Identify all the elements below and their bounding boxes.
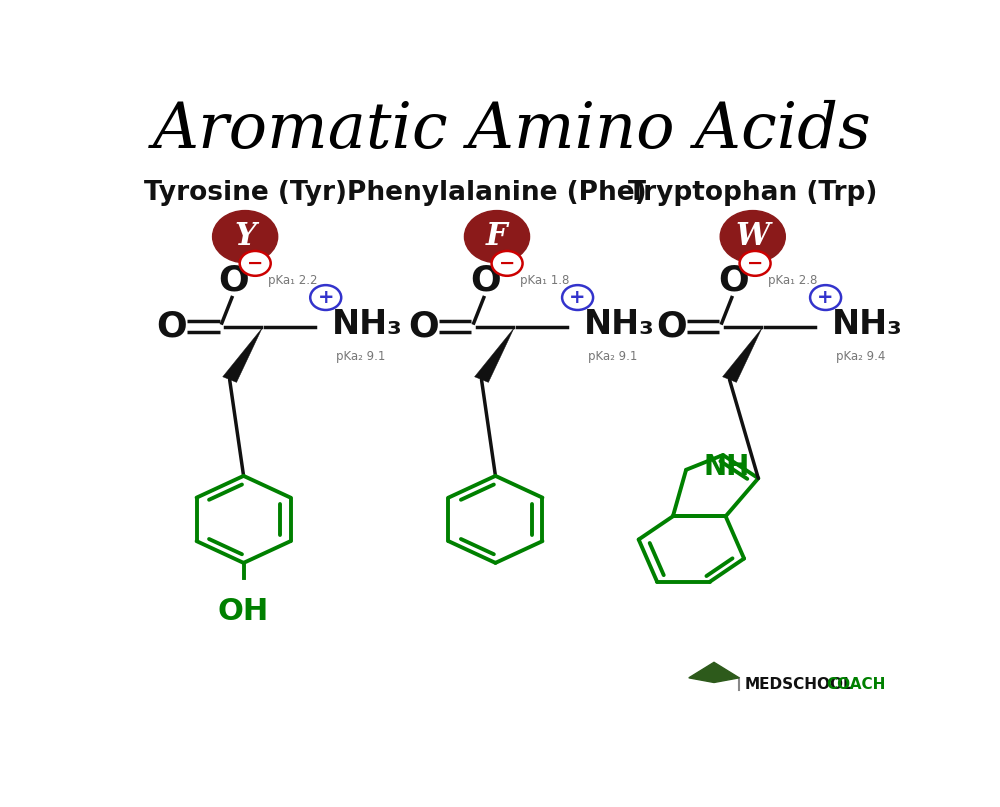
Circle shape xyxy=(720,211,785,263)
Polygon shape xyxy=(475,328,514,383)
Polygon shape xyxy=(689,663,739,683)
Polygon shape xyxy=(723,328,762,383)
Text: +: + xyxy=(817,288,834,307)
Text: +: + xyxy=(569,288,586,307)
Text: Phenylalanine (Phe): Phenylalanine (Phe) xyxy=(347,180,647,206)
Text: NH₃: NH₃ xyxy=(832,307,903,341)
Text: O: O xyxy=(470,263,501,297)
Text: O: O xyxy=(156,310,187,344)
Text: +: + xyxy=(317,288,334,307)
Text: O: O xyxy=(656,310,687,344)
Circle shape xyxy=(810,285,841,310)
Text: −: − xyxy=(499,254,515,273)
Text: pKa₁ 2.2: pKa₁ 2.2 xyxy=(268,274,318,286)
Text: MEDSCHOOL: MEDSCHOOL xyxy=(745,676,854,692)
Text: −: − xyxy=(747,254,763,273)
Text: Tryptophan (Trp): Tryptophan (Trp) xyxy=(628,180,877,206)
Circle shape xyxy=(310,285,341,310)
Text: O: O xyxy=(218,263,249,297)
Text: O: O xyxy=(408,310,439,344)
Text: pKa₂ 9.1: pKa₂ 9.1 xyxy=(336,350,385,363)
Circle shape xyxy=(213,211,278,263)
Text: pKa₂ 9.4: pKa₂ 9.4 xyxy=(836,350,885,363)
Text: pKa₁ 1.8: pKa₁ 1.8 xyxy=(520,274,570,286)
Text: OH: OH xyxy=(218,597,269,626)
Text: NH₃: NH₃ xyxy=(584,307,655,341)
Circle shape xyxy=(240,251,271,276)
Text: −: − xyxy=(247,254,263,273)
Circle shape xyxy=(464,211,530,263)
Text: NH: NH xyxy=(703,453,749,481)
Text: Tyrosine (Tyr): Tyrosine (Tyr) xyxy=(144,180,347,206)
Text: COACH: COACH xyxy=(826,676,886,692)
Text: pKa₂ 9.1: pKa₂ 9.1 xyxy=(588,350,637,363)
Text: W: W xyxy=(736,221,770,252)
Polygon shape xyxy=(223,328,262,383)
Text: NH₃: NH₃ xyxy=(332,307,403,341)
Text: Y: Y xyxy=(234,221,256,252)
Text: pKa₁ 2.8: pKa₁ 2.8 xyxy=(768,274,818,286)
Circle shape xyxy=(740,251,771,276)
Circle shape xyxy=(492,251,523,276)
Text: Aromatic Amino Acids: Aromatic Amino Acids xyxy=(153,100,872,162)
Text: F: F xyxy=(486,221,508,252)
Circle shape xyxy=(562,285,593,310)
Text: O: O xyxy=(718,263,749,297)
